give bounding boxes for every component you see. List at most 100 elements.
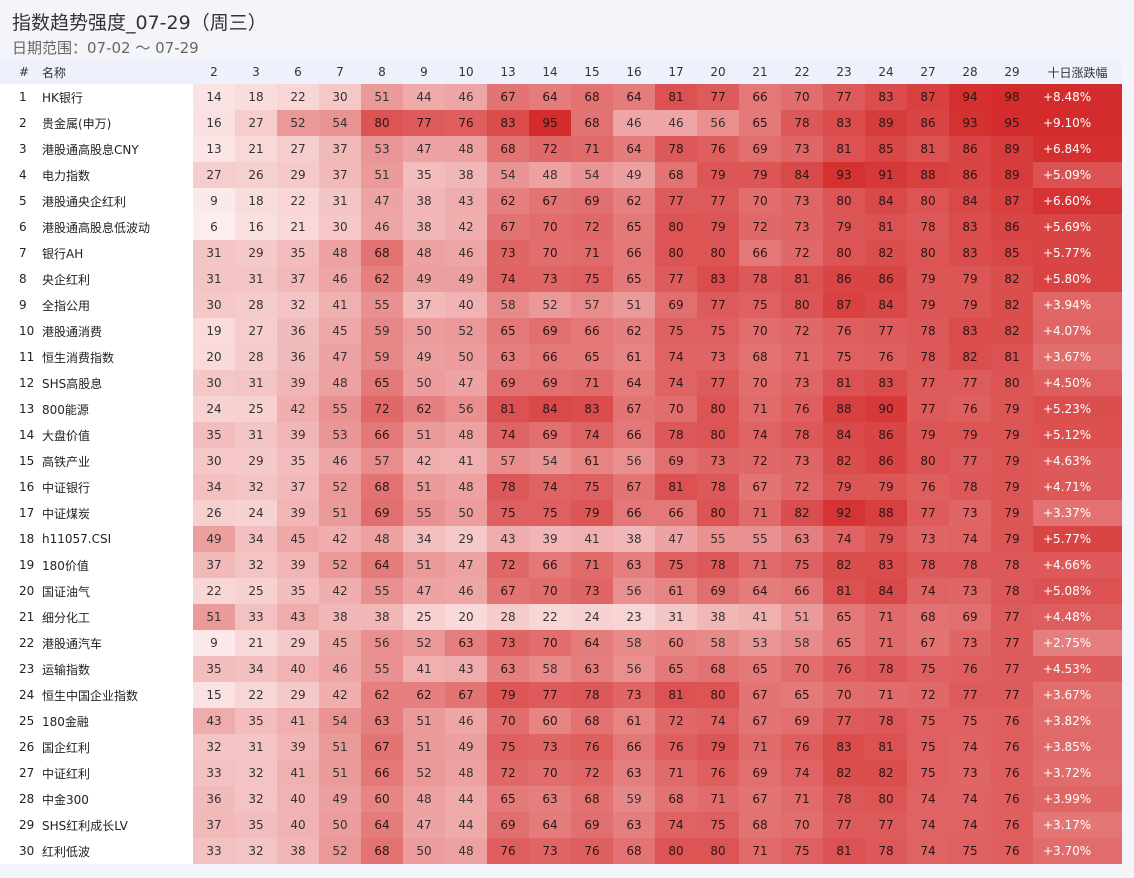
strength-cell: 49 [403,266,445,292]
strength-cell: 56 [613,656,655,682]
column-header-date: 28 [949,60,991,84]
strength-cell: 76 [991,786,1033,812]
strength-cell: 42 [319,682,361,708]
strength-cell: 43 [445,656,487,682]
strength-cell: 81 [655,682,697,708]
index-name: 港股通高股息CNY [38,136,193,162]
strength-cell: 68 [361,474,403,500]
strength-cell: 29 [277,630,319,656]
column-header-date: 8 [361,60,403,84]
strength-cell: 78 [697,474,739,500]
strength-cell: 39 [277,552,319,578]
strength-cell: 52 [319,552,361,578]
strength-cell: 24 [235,500,277,526]
strength-cell: 64 [361,812,403,838]
strength-cell: 80 [865,786,907,812]
strength-cell: 55 [739,526,781,552]
strength-cell: 74 [949,734,991,760]
strength-cell: 48 [529,162,571,188]
strength-cell: 46 [445,240,487,266]
strength-cell: 76 [697,760,739,786]
strength-cell: 76 [445,110,487,136]
strength-cell: 73 [949,500,991,526]
row-index: 8 [0,266,38,292]
strength-cell: 77 [697,84,739,110]
strength-cell: 76 [991,760,1033,786]
table-row: 27 中证红利 33 32 41 51 66 52 48 72 70 72 63 71 76 69 74 82 82… [0,760,1122,786]
strength-cell: 76 [823,656,865,682]
strength-cell: 73 [613,682,655,708]
row-index: 30 [0,838,38,864]
strength-cell: 78 [697,552,739,578]
row-index: 7 [0,240,38,266]
index-name: 红利低波 [38,838,193,864]
row-index: 13 [0,396,38,422]
table-row: 8 央企红利 31 31 37 46 62 49 49 74 73 75 65 77 83 78 81 86 86 7… [0,266,1122,292]
strength-cell: 77 [697,370,739,396]
strength-cell: 62 [613,188,655,214]
column-header-date: 13 [487,60,529,84]
strength-cell: 37 [277,266,319,292]
strength-cell: 51 [193,604,235,630]
strength-cell: 79 [949,266,991,292]
index-name: 贵金属(申万) [38,110,193,136]
strength-cell: 53 [739,630,781,656]
strength-cell: 47 [403,812,445,838]
strength-cell: 58 [781,630,823,656]
strength-cell: 86 [865,266,907,292]
strength-cell: 93 [823,162,865,188]
ten-day-change-cell: +3.70% [1033,838,1122,864]
strength-cell: 77 [865,812,907,838]
strength-cell: 16 [193,110,235,136]
index-name: 中证煤炭 [38,500,193,526]
ten-day-change-cell: +4.53% [1033,656,1122,682]
index-name: h11057.CSI [38,526,193,552]
strength-cell: 74 [571,422,613,448]
row-index: 1 [0,84,38,110]
strength-cell: 75 [655,318,697,344]
strength-cell: 52 [403,630,445,656]
strength-cell: 67 [739,708,781,734]
strength-cell: 31 [235,370,277,396]
strength-cell: 66 [613,500,655,526]
strength-cell: 63 [487,656,529,682]
strength-cell: 73 [907,526,949,552]
strength-cell: 23 [613,604,655,630]
strength-cell: 72 [907,682,949,708]
strength-cell: 63 [361,708,403,734]
column-header-index: # [0,60,38,84]
strength-cell: 66 [781,578,823,604]
table-body: 1 HK银行 14 18 22 30 51 44 46 67 64 68 64 81 77 66 70 77 83 8… [0,84,1122,864]
strength-cell: 77 [529,682,571,708]
strength-cell: 50 [445,500,487,526]
strength-cell: 72 [739,214,781,240]
strength-cell: 39 [277,500,319,526]
strength-cell: 69 [739,760,781,786]
strength-cell: 43 [277,604,319,630]
strength-cell: 33 [193,760,235,786]
strength-cell: 32 [193,734,235,760]
strength-cell: 30 [319,214,361,240]
row-index: 12 [0,370,38,396]
strength-cell: 49 [193,526,235,552]
strength-cell: 74 [697,708,739,734]
strength-cell: 48 [445,422,487,448]
strength-cell: 33 [193,838,235,864]
strength-cell: 71 [865,682,907,708]
table-row: 24 恒生中国企业指数 15 22 29 42 62 62 67 79 77 78 73 81 80 67 65… [0,682,1122,708]
strength-cell: 86 [823,266,865,292]
strength-cell: 65 [655,656,697,682]
strength-cell: 62 [361,266,403,292]
strength-cell: 80 [697,500,739,526]
strength-cell: 76 [991,734,1033,760]
strength-cell: 84 [781,162,823,188]
strength-cell: 69 [487,812,529,838]
strength-cell: 69 [487,370,529,396]
strength-cell: 78 [571,682,613,708]
strength-cell: 46 [319,266,361,292]
strength-cell: 81 [823,370,865,396]
table-row: 13 800能源 24 25 42 55 72 62 56 81 84 83 67 70 80 71 76 88 9… [0,396,1122,422]
strength-cell: 74 [781,760,823,786]
strength-cell: 80 [907,448,949,474]
strength-cell: 31 [193,240,235,266]
